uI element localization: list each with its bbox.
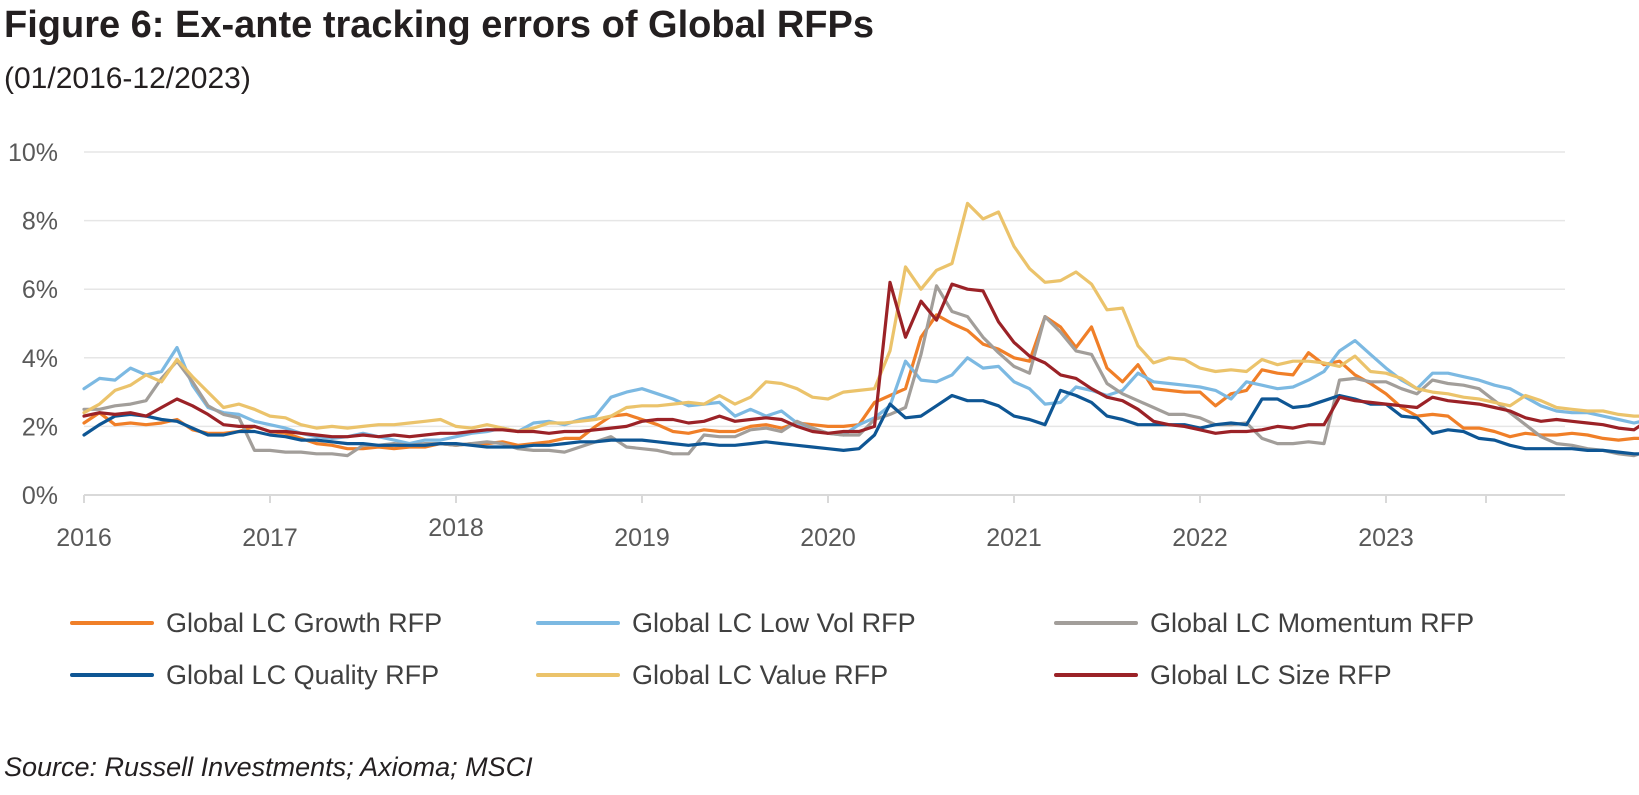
y-tick-label: 0%	[22, 482, 58, 510]
y-tick-label: 2%	[22, 413, 58, 441]
source-note: Source: Russell Investments; Axioma; MSC…	[4, 752, 533, 782]
series-line-global-lc-value-rfp	[82, 201, 1639, 434]
series-line-global-lc-momentum-rfp	[82, 284, 1639, 458]
x-axis-ticks: 2016 2017 2018 2019 2020 2021 2022 2023	[56, 495, 1487, 552]
series-line-global-lc-quality-rfp	[82, 388, 1639, 456]
y-tick-label: 10%	[8, 139, 58, 167]
gridlines	[84, 151, 1565, 496]
x-tick-label: 2021	[986, 524, 1042, 552]
x-tick-label: 2022	[1172, 524, 1228, 552]
x-tick-label: 2018	[428, 514, 484, 542]
series-line-global-lc-growth-rfp	[82, 313, 1639, 451]
x-tick-label: 2016	[56, 524, 112, 552]
series-line-global-lc-size-rfp	[82, 280, 1639, 439]
x-tick-label: 2017	[242, 524, 298, 552]
x-tick-label: 2020	[800, 524, 856, 552]
chart-subtitle: (01/2016-12/2023)	[4, 62, 251, 95]
y-axis-ticks: 0% 2% 4% 6% 8% 10%	[8, 139, 58, 510]
series-lines	[82, 201, 1639, 458]
x-tick-label: 2019	[614, 524, 670, 552]
y-tick-label: 6%	[22, 276, 58, 304]
chart-title: Figure 6: Ex-ante tracking errors of Glo…	[4, 4, 874, 46]
y-tick-label: 4%	[22, 345, 58, 373]
x-tick-label: 2023	[1358, 524, 1414, 552]
y-tick-label: 8%	[22, 208, 58, 236]
